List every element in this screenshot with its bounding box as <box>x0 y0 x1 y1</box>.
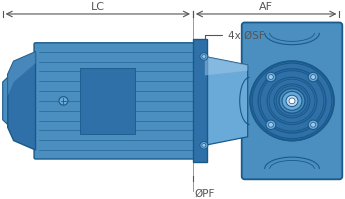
Circle shape <box>308 120 318 130</box>
Circle shape <box>310 75 316 79</box>
Circle shape <box>202 143 206 147</box>
Circle shape <box>268 122 273 127</box>
Text: LC: LC <box>91 2 105 12</box>
Circle shape <box>289 98 295 104</box>
Circle shape <box>200 141 208 149</box>
Polygon shape <box>205 57 248 145</box>
Circle shape <box>308 72 318 82</box>
FancyBboxPatch shape <box>242 22 342 179</box>
Circle shape <box>310 122 316 127</box>
Polygon shape <box>8 52 36 96</box>
Circle shape <box>266 72 276 82</box>
Bar <box>193 39 207 162</box>
FancyBboxPatch shape <box>34 43 197 159</box>
Text: ØPF: ØPF <box>195 188 215 198</box>
Polygon shape <box>205 57 248 75</box>
Polygon shape <box>8 52 36 150</box>
Circle shape <box>202 55 206 58</box>
Circle shape <box>282 92 302 110</box>
Bar <box>80 68 135 134</box>
Text: AF: AF <box>259 2 273 12</box>
Circle shape <box>286 95 298 107</box>
Polygon shape <box>3 77 8 125</box>
Circle shape <box>200 53 208 60</box>
Circle shape <box>279 89 305 113</box>
Circle shape <box>250 61 334 140</box>
Text: 4x ØSF: 4x ØSF <box>205 30 265 54</box>
Circle shape <box>268 75 273 79</box>
Circle shape <box>59 97 68 105</box>
Circle shape <box>266 120 276 130</box>
